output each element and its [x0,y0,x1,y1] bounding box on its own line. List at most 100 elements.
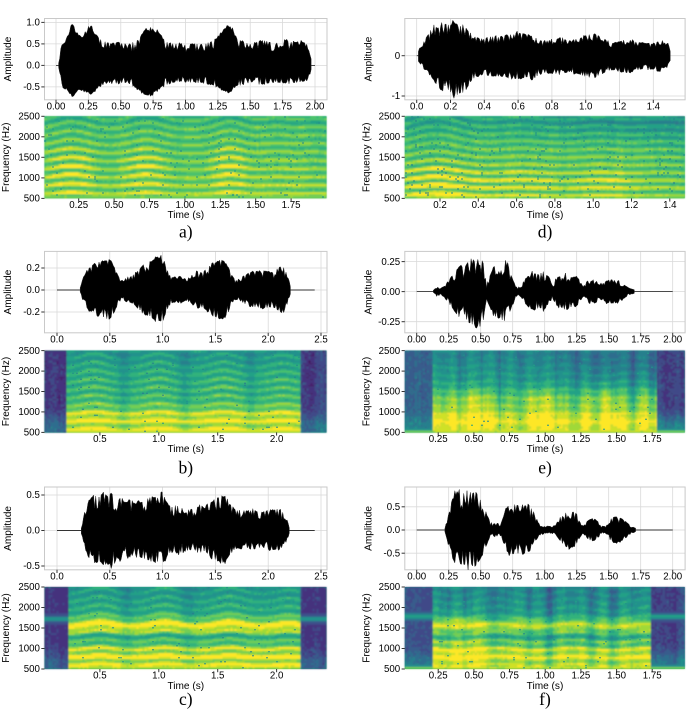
svg-text:1.25: 1.25 [567,334,586,345]
svg-text:Frequency (Hz): Frequency (Hz) [361,357,372,427]
svg-text:Time (s): Time (s) [167,681,204,692]
svg-text:1.50: 1.50 [241,101,260,112]
svg-text:1000: 1000 [379,173,401,184]
svg-text:1.5: 1.5 [209,334,222,345]
svg-text:0.50: 0.50 [471,571,490,582]
svg-text:0.5: 0.5 [26,39,39,50]
svg-text:1.00: 1.00 [176,101,195,112]
svg-text:1000: 1000 [379,407,401,418]
svg-text:0.75: 0.75 [140,200,159,211]
svg-text:0.5: 0.5 [93,671,106,682]
svg-text:1.75: 1.75 [273,101,292,112]
svg-text:2500: 2500 [18,346,40,357]
svg-text:1.25: 1.25 [211,200,230,211]
svg-text:2.00: 2.00 [306,101,325,112]
svg-text:500: 500 [24,428,41,439]
svg-text:0.75: 0.75 [503,334,522,345]
svg-text:500: 500 [24,194,41,205]
svg-text:0.5: 0.5 [103,571,116,582]
svg-text:1.2: 1.2 [625,200,638,211]
svg-text:500: 500 [384,194,401,205]
svg-text:2500: 2500 [18,582,40,593]
svg-text:1.00: 1.00 [535,571,554,582]
svg-text:0.0: 0.0 [50,334,64,345]
svg-text:500: 500 [384,428,401,439]
svg-text:1.0: 1.0 [156,334,170,345]
svg-text:0.0: 0.0 [50,571,64,582]
svg-text:0.25: 0.25 [429,671,448,682]
svg-text:0.25: 0.25 [79,101,98,112]
svg-text:1000: 1000 [379,644,401,655]
svg-text:0.6: 0.6 [511,101,524,112]
svg-text:1.00: 1.00 [175,200,194,211]
svg-text:2.0: 2.0 [261,334,275,345]
svg-text:1.50: 1.50 [607,434,626,445]
svg-text:0.4: 0.4 [472,200,486,211]
svg-text:1.50: 1.50 [246,200,265,211]
svg-text:0.6: 0.6 [510,200,523,211]
svg-text:0.0: 0.0 [26,285,40,296]
svg-text:2000: 2000 [379,603,401,614]
svg-text:2000: 2000 [18,366,40,377]
svg-text:1.75: 1.75 [643,434,662,445]
svg-text:2000: 2000 [18,132,40,143]
svg-text:0.4: 0.4 [478,101,492,112]
svg-text:e): e) [538,458,552,478]
svg-text:0: 0 [395,51,401,62]
svg-text:0.8: 0.8 [548,200,561,211]
svg-text:Frequency (Hz): Frequency (Hz) [1,357,12,427]
svg-text:2500: 2500 [18,112,40,123]
svg-text:1500: 1500 [379,387,401,398]
svg-text:Amplitude: Amplitude [363,506,374,551]
svg-text:1.75: 1.75 [631,571,650,582]
svg-text:-0.5: -0.5 [383,548,400,559]
svg-text:-0.2: -0.2 [23,307,40,318]
svg-text:f): f) [539,689,551,709]
svg-text:2500: 2500 [379,582,401,593]
svg-text:1.75: 1.75 [643,671,662,682]
svg-text:0.00: 0.00 [47,101,66,112]
svg-text:1.00: 1.00 [536,434,555,445]
svg-text:Time (s): Time (s) [527,444,564,455]
svg-text:0.25: 0.25 [69,200,88,211]
svg-text:1.0: 1.0 [26,18,40,29]
svg-text:1.25: 1.25 [571,671,590,682]
svg-text:0.25: 0.25 [439,571,458,582]
svg-text:1.0: 1.0 [579,101,593,112]
svg-text:Amplitude: Amplitude [3,36,14,81]
svg-text:1500: 1500 [379,153,401,164]
svg-text:2.0: 2.0 [261,571,275,582]
svg-text:Amplitude: Amplitude [3,506,14,551]
svg-text:0.0: 0.0 [410,101,424,112]
svg-text:Time (s): Time (s) [527,210,564,221]
svg-text:0.5: 0.5 [93,434,106,445]
svg-text:1.00: 1.00 [535,334,554,345]
svg-text:0.75: 0.75 [144,101,163,112]
svg-text:1000: 1000 [18,644,40,655]
svg-text:0.0: 0.0 [387,525,401,536]
svg-text:1.50: 1.50 [599,334,618,345]
svg-text:1.0: 1.0 [152,434,166,445]
svg-text:0.00: 0.00 [407,571,426,582]
svg-text:0.50: 0.50 [464,434,483,445]
svg-text:-0.5: -0.5 [23,561,40,572]
svg-text:2000: 2000 [379,366,401,377]
svg-text:1500: 1500 [18,623,40,634]
svg-text:0.0: 0.0 [26,526,40,537]
svg-text:2.00: 2.00 [663,334,682,345]
svg-text:0.5: 0.5 [387,502,400,513]
svg-text:Frequency (Hz): Frequency (Hz) [1,123,12,193]
svg-text:1000: 1000 [18,407,40,418]
svg-text:2000: 2000 [379,132,401,143]
svg-text:0.75: 0.75 [500,671,519,682]
svg-text:0.25: 0.25 [381,257,400,268]
svg-text:Time (s): Time (s) [167,210,204,221]
svg-text:0.00: 0.00 [381,287,400,298]
svg-text:0.2: 0.2 [433,200,446,211]
svg-text:Amplitude: Amplitude [3,269,14,314]
svg-text:1.25: 1.25 [571,434,590,445]
svg-text:1.0: 1.0 [156,571,170,582]
svg-text:1.2: 1.2 [613,101,626,112]
svg-text:0.2: 0.2 [444,101,457,112]
svg-text:-0.25: -0.25 [378,317,400,328]
